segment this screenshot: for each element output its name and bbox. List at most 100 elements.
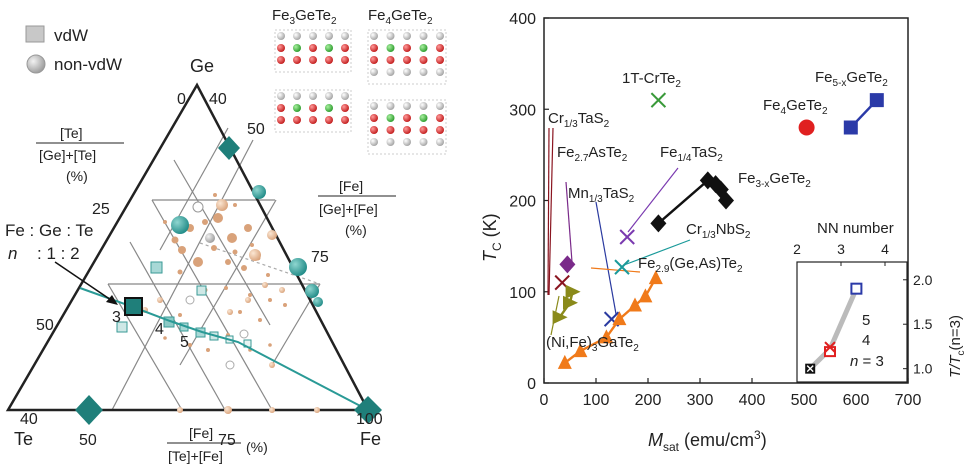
- ratio-line2: : 1 : 2: [37, 244, 80, 263]
- legend-vdw-icon: [25, 25, 45, 43]
- x-axis-label: Msat (emu/cm3): [648, 428, 767, 454]
- ratio-arrow-head: [106, 295, 118, 305]
- x-tick-label: 0: [540, 392, 549, 409]
- bottom-axis-numerator: [Fe]: [189, 425, 213, 441]
- label-nife: (Ni,Fe)3GaTe2: [546, 334, 639, 354]
- inset-y-label: T/Tc(n=3): [947, 315, 967, 378]
- label-fe5: Fe5-xGeTe2: [815, 69, 888, 89]
- crystal-fe3-label: Fe3GeTe2: [272, 7, 337, 27]
- ternary-composition-line: [79, 287, 369, 411]
- data-point: [650, 92, 667, 108]
- inset-point-label: 5: [862, 312, 870, 329]
- data-point: [573, 343, 588, 358]
- inset-x-tick-label: 4: [881, 241, 889, 257]
- inset-x-ticks: 2 3 4: [793, 241, 889, 266]
- x-tick-label: 400: [739, 392, 766, 409]
- inset-y-ticks: 1.0 1.5 2.0: [903, 272, 933, 377]
- crystal-fe4-label: Fe4GeTe2: [368, 7, 433, 27]
- y-axis-label: TC (K): [480, 213, 504, 262]
- tick-right-50: 50: [247, 121, 265, 138]
- data-point: [557, 354, 572, 369]
- ternary-panel: vdW non-vdW: [5, 7, 447, 464]
- data-point: [798, 119, 815, 136]
- tick-left-50: 50: [36, 317, 54, 334]
- data-point: [638, 288, 653, 303]
- n3-label: 3: [112, 309, 121, 326]
- data-point: [552, 310, 568, 325]
- vertex-ge: Ge: [190, 56, 214, 76]
- y-tick-label: 200: [509, 194, 536, 211]
- right-axis-unit: (%): [345, 222, 367, 238]
- bottom-axis-unit: (%): [246, 439, 268, 455]
- inset-x-tick-label: 3: [837, 241, 845, 257]
- x-tick-label: 100: [583, 392, 610, 409]
- legend-nonvdw-icon: [26, 54, 46, 74]
- right-axis-denominator: [Ge]+[Fe]: [319, 201, 378, 217]
- tick-te-40: 40: [20, 411, 38, 428]
- data-point: [599, 329, 614, 344]
- tick-top-zero: 0: [177, 91, 186, 108]
- legend-vdw-label: vdW: [54, 26, 88, 45]
- data-point: [614, 259, 630, 275]
- y-tick-label: 300: [509, 102, 536, 119]
- inset-y-tick-label: 2.0: [913, 272, 933, 288]
- vertex-fe: Fe: [360, 429, 381, 449]
- label-fegeas: Fe2.9(Ge,As)Te2: [638, 255, 743, 275]
- bottom-axis-denominator: [Te]+[Fe]: [168, 448, 223, 464]
- leader-lines: [547, 127, 691, 336]
- data-point: [559, 255, 576, 274]
- tick-left-25: 25: [92, 201, 110, 218]
- right-axis-numerator: [Fe]: [339, 178, 363, 194]
- y-tick-label: 400: [509, 11, 536, 28]
- data-point: [869, 93, 884, 108]
- left-axis-denominator: [Ge]+[Te]: [39, 147, 96, 163]
- data-point: [565, 284, 581, 299]
- ratio-line1: Fe : Ge : Te: [5, 221, 94, 240]
- label-fe4: Fe4GeTe2: [763, 97, 828, 117]
- ternary-medium-circles: [142, 199, 320, 414]
- label-feas: Fe2.7AsTe2: [557, 144, 628, 164]
- scatter-panel: 0 100 200 300 400 500 600 700 0 100 200 300 400 TC …: [480, 11, 967, 454]
- label-crnbs: Cr1/3NbS2: [686, 221, 751, 241]
- data-point: [718, 191, 734, 210]
- ternary-diamonds: [75, 136, 382, 425]
- data-point: [628, 297, 642, 312]
- label-fetas: Fe1/4TaS2: [660, 144, 723, 164]
- tick-top-forty: 40: [209, 91, 227, 108]
- x-tick-label: 300: [687, 392, 714, 409]
- data-point: [612, 311, 627, 326]
- left-axis-unit: (%): [66, 168, 88, 184]
- vertex-te: Te: [14, 429, 33, 449]
- ternary-small-dots: [163, 193, 287, 352]
- x-axis-ticks: 0 100 200 300 400 500 600 700: [540, 378, 922, 409]
- tick-right-75: 75: [311, 249, 329, 266]
- y-axis-ticks: 0 100 200 300 400: [509, 11, 549, 393]
- tick-bottom-50: 50: [79, 432, 97, 449]
- data-point: [619, 229, 635, 245]
- tick-right-100: 100: [356, 411, 383, 428]
- x-tick-label: 700: [895, 392, 922, 409]
- ternary-teal-circles: [171, 185, 323, 307]
- left-axis-numerator: [Te]: [60, 125, 83, 141]
- inset-point-4: [824, 341, 836, 358]
- x-tick-label: 500: [791, 392, 818, 409]
- crystal-structure-fe3: [274, 29, 352, 133]
- crystal-structure-fe4: [367, 29, 447, 155]
- data-point: [563, 295, 578, 310]
- n4-label: 4: [155, 321, 164, 338]
- x-tick-label: 200: [635, 392, 662, 409]
- inset-point-3: [805, 363, 816, 374]
- data-point: [650, 214, 667, 233]
- inset-x-tick-label: 2: [793, 241, 801, 257]
- inset-y-tick-label: 1.0: [913, 361, 933, 377]
- inset: NN number 2 3 4 1.0 1.5 2.0 T/Tc(n=3) 5 4 n = …: [793, 220, 967, 383]
- label-fe3: Fe3-xGeTe2: [738, 170, 811, 190]
- label-crte2: 1T-CrTe2: [622, 70, 681, 90]
- y-tick-label: 100: [509, 285, 536, 302]
- x-tick-label: 600: [843, 392, 870, 409]
- label-crtas: Cr1/3TaS2: [548, 110, 610, 130]
- n5-label: 5: [180, 334, 189, 351]
- ternary-grid: [107, 127, 321, 411]
- ratio-n: n: [8, 244, 17, 263]
